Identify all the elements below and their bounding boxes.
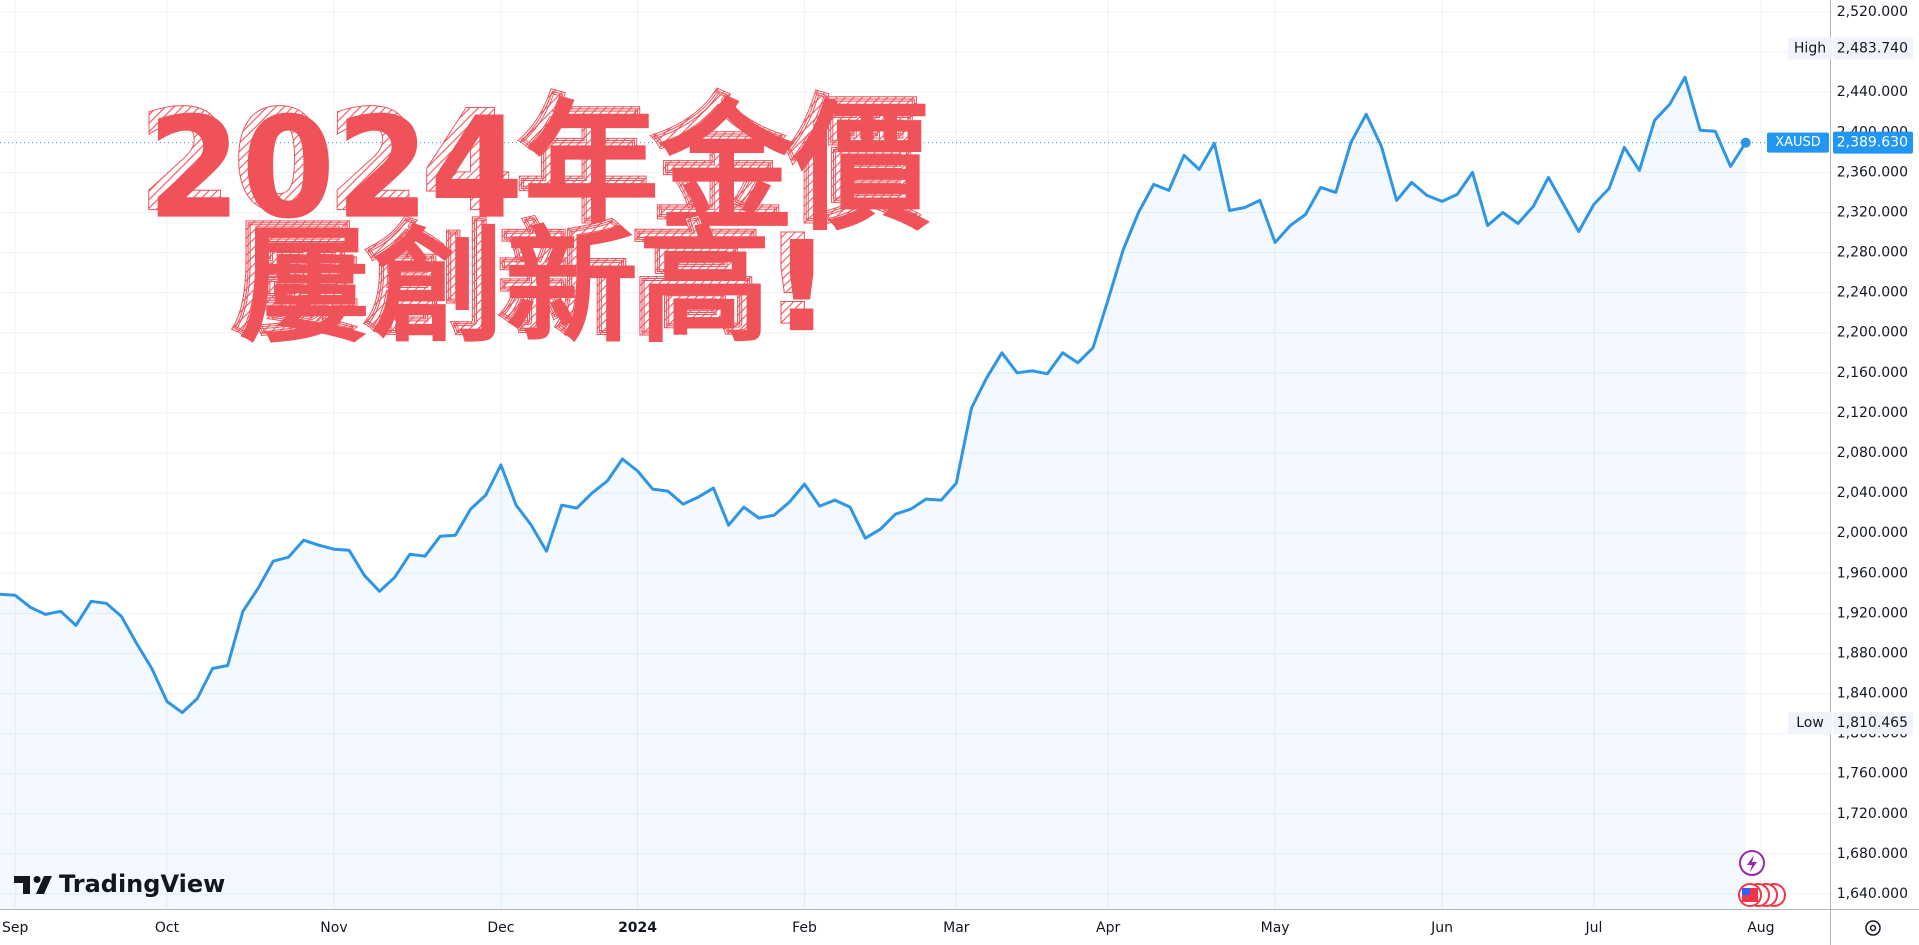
symbol-label: XAUSD [1775,135,1821,150]
y-tick-label: 1,640.000 [1837,886,1908,902]
y-tick-label: 2,360.000 [1837,164,1908,180]
last-price-label: 2,389.630 [1837,135,1908,151]
x-tick-label: Apr [1096,920,1120,936]
headline-shadow: 2024年金價 [138,81,921,244]
flag-canton [1742,888,1750,895]
events-bolt [1747,855,1757,872]
x-tick-label: Aug [1747,920,1774,936]
overlay: XAUSD 2,389.630 High 2,483.740 Low 1,810.465 2… [14,37,1913,936]
low-name-tag [1788,712,1832,735]
headline: 屢創新高! [239,215,832,360]
x-tick-label: Dec [487,920,514,936]
x-tick-label: Mar [943,920,970,936]
headline-shadow: 屢創新高! [230,208,823,353]
settings-icon[interactable] [1865,920,1881,936]
area [0,77,1746,909]
low-value-tag [1833,712,1913,735]
x-tick-label: Jun [1430,920,1453,936]
x-tick-label: Oct [155,920,180,936]
last-price-tag [1833,131,1913,154]
headline: 2024年金價 [147,88,930,251]
x-tick-label: 2024 [618,920,657,936]
y-tick-label: 2,000.000 [1837,525,1908,541]
high-name-tag [1788,37,1832,60]
last-point [1740,137,1751,148]
y-tick-label: 2,280.000 [1837,245,1908,261]
high-value-tag [1833,37,1913,60]
plot [0,75,1830,909]
x-tick-label: May [1261,920,1290,936]
y-tick-label: 1,760.000 [1837,766,1908,782]
high-name: High [1794,40,1826,56]
x-tick-label: Jul [1584,920,1602,936]
symbol-tag [1767,132,1829,153]
y-tick-label: 1,680.000 [1837,846,1908,862]
line [0,75,1747,715]
x-tick-label: Sep [2,920,29,936]
high-value: 2,483.740 [1837,40,1908,56]
y-tick-label: 2,440.000 [1837,84,1908,100]
x-tick-label: Nov [320,920,347,936]
brand: TradingView [59,870,225,898]
y-tick-label: 2,320.000 [1837,204,1908,220]
x-tick-label: Feb [792,920,817,936]
y-tick-label: 2,040.000 [1837,485,1908,501]
logo-icon [14,876,52,894]
y-tick-label: 2,520.000 [1837,4,1908,20]
y-tick-label: 2,080.000 [1837,445,1908,461]
settings-hub [1869,924,1877,932]
y-tick-label: 1,880.000 [1837,645,1908,661]
y-tick-label: 2,240.000 [1837,285,1908,301]
y-tick-label: 2,160.000 [1837,365,1908,381]
y-tick-label: 1,960.000 [1837,565,1908,581]
y-tick-label: 1,720.000 [1837,806,1908,822]
y-tick-label: 2,200.000 [1837,325,1908,341]
low-name: Low [1796,715,1824,731]
low-value: 1,810.465 [1837,715,1908,731]
y-tick-label: 2,120.000 [1837,405,1908,421]
y-tick-label: 1,840.000 [1837,686,1908,702]
y-tick-label: 1,920.000 [1837,605,1908,621]
